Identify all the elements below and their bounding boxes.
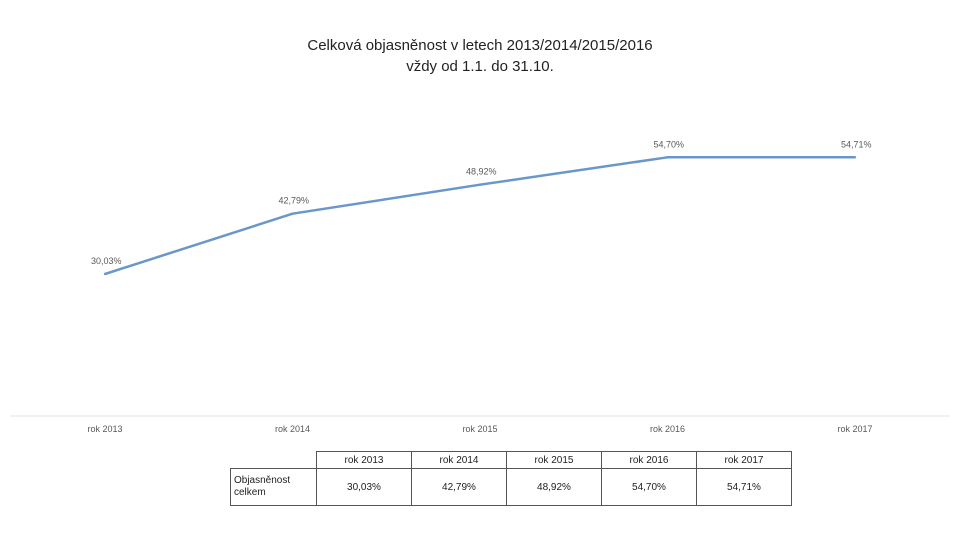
data-label: 54,71% [841, 139, 872, 149]
x-tick-label: rok 2015 [462, 424, 497, 434]
chart-subtitle: vždy od 1.1. do 31.10. [406, 58, 554, 75]
table-cell: 48,92% [506, 468, 602, 506]
data-label: 48,92% [466, 167, 497, 177]
data-label: 54,70% [654, 139, 685, 149]
table-col-header: rok 2013 [316, 451, 412, 469]
data-label: 30,03% [91, 256, 122, 266]
table-col-header: rok 2017 [696, 451, 792, 469]
data-label: 42,79% [279, 196, 310, 206]
x-tick-group: rok 2013 rok 2014 rok 2015 rok 2016 rok 2017 [87, 424, 872, 434]
data-point [291, 212, 294, 215]
table-corner [230, 451, 317, 469]
table-col-header: rok 2015 [506, 451, 602, 469]
x-tick-label: rok 2017 [837, 424, 872, 434]
series-group [103, 156, 857, 276]
data-point [478, 183, 482, 186]
x-tick-label: rok 2014 [275, 424, 310, 434]
data-point [666, 156, 669, 159]
table-cell: 54,70% [601, 468, 697, 506]
table-col-header: rok 2016 [601, 451, 697, 469]
chart-title: Celková objasněnost v letech 2013/2014/2… [307, 37, 653, 54]
table-cell: 42,79% [411, 468, 507, 506]
data-table: rok 2013 rok 2014 rok 2015 rok 2016 rok … [230, 451, 792, 506]
data-point [853, 156, 857, 159]
data-label-group: 30,03% 42,79% 48,92% 54,70% 54,71% [91, 139, 872, 266]
data-table-row: Objasněnost celkem 30,03% 42,79% 48,92% … [230, 468, 792, 506]
table-row-header: Objasněnost celkem [230, 468, 317, 506]
table-col-header: rok 2014 [411, 451, 507, 469]
data-point [103, 272, 107, 276]
table-cell: 54,71% [696, 468, 792, 506]
x-tick-label: rok 2016 [650, 424, 685, 434]
x-tick-label: rok 2013 [87, 424, 122, 434]
data-table-header-row: rok 2013 rok 2014 rok 2015 rok 2016 rok … [230, 451, 792, 469]
chart-title-block: Celková objasněnost v letech 2013/2014/2… [0, 35, 960, 77]
table-cell: 30,03% [316, 468, 412, 506]
line-chart: 30,03%42,79%48,92%54,70% 54,71% rok 2013 r… [10, 139, 950, 434]
